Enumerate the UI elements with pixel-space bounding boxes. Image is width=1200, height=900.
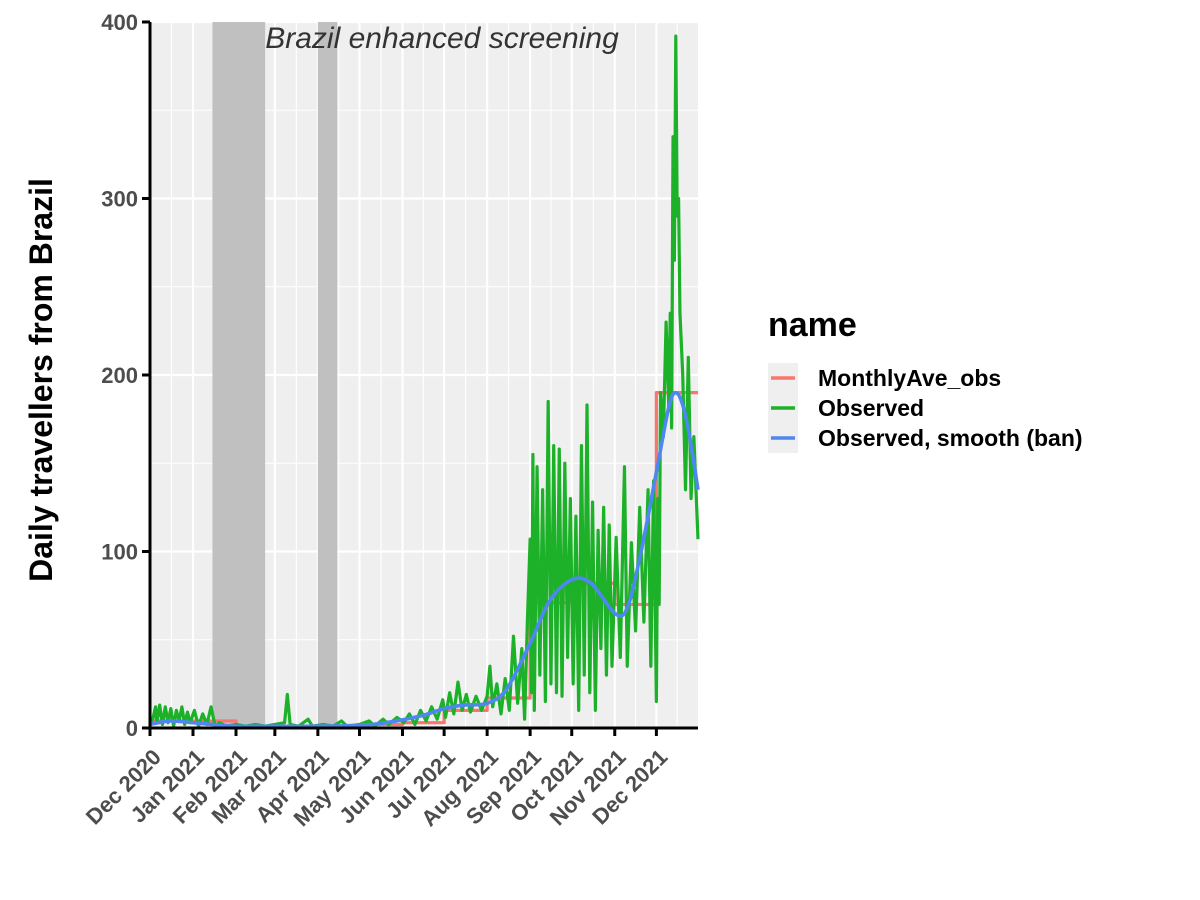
y-tick-label: 200 <box>101 363 138 388</box>
y-axis-title: Daily travellers from Brazil <box>23 178 59 582</box>
shading-annotation: Brazil enhanced screening <box>265 22 619 55</box>
shaded-period <box>317 22 338 728</box>
legend-label-observed: Observed <box>818 395 924 421</box>
legend-title: name <box>768 306 857 344</box>
series-line-observed-smooth-ban <box>149 390 700 729</box>
legend: name MonthlyAve_obs Observed Observed, smoo… <box>768 306 1083 453</box>
y-tick-label: 100 <box>101 540 138 565</box>
legend-label-observed-smooth-ban: Observed, smooth (ban) <box>818 425 1083 451</box>
shaded-periods <box>212 22 338 728</box>
legend-label-monthlyave-obs: MonthlyAve_obs <box>818 365 1001 391</box>
y-tick-label: 0 <box>126 716 138 741</box>
shaded-period <box>212 22 266 728</box>
y-tick-label: 300 <box>101 187 138 212</box>
y-tick-label: 400 <box>101 10 138 35</box>
series-lines <box>148 34 700 729</box>
